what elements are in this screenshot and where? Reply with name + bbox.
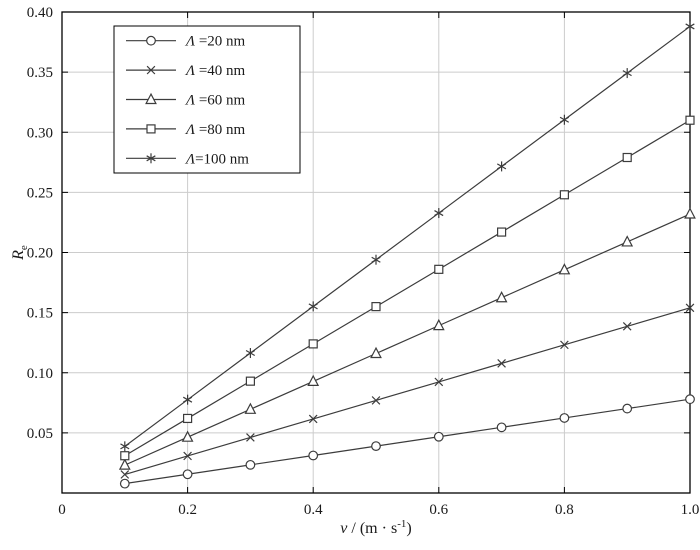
x-tick-label: 0.6	[429, 502, 448, 518]
marker-asterisk-icon	[308, 303, 318, 310]
marker-triangle-icon	[181, 430, 194, 442]
marker-square-icon	[685, 115, 695, 125]
y-tick-label: 0.25	[27, 185, 53, 201]
marker-x-icon	[622, 322, 632, 331]
tick-labels: 0 0.2 0.4 0.6 0.8 1.0 0.05 0.10 0.15 0.20 0.25 0.30…	[27, 5, 700, 518]
legend-label: Λ =80 nm	[184, 122, 246, 138]
legend-label: Λ=100 nm	[184, 151, 249, 167]
marker-asterisk-icon	[622, 70, 632, 77]
x-tick-label: 0.4	[304, 502, 323, 518]
axis-ticks	[61, 11, 691, 493]
marker-asterisk-icon	[559, 116, 570, 123]
marker-x-icon	[497, 359, 506, 368]
x-tick-label: 1.0	[681, 502, 700, 518]
marker-circle-icon	[496, 422, 507, 433]
marker-square-icon	[371, 302, 381, 312]
legend-entry: Λ=100 nm	[126, 151, 249, 167]
marker-x-icon	[685, 303, 695, 313]
marker-circle-icon	[371, 441, 381, 452]
legend-label: Λ =40 nm	[184, 63, 246, 79]
marker-square-icon	[559, 190, 570, 200]
y-tick-label: 0.40	[27, 5, 53, 21]
marker-triangle-icon	[432, 318, 445, 331]
legend-label: Λ =60 nm	[184, 93, 246, 109]
series-line	[124, 398, 691, 485]
marker-x-icon	[371, 396, 381, 405]
marker-triangle-icon	[307, 374, 320, 387]
marker-circle-icon	[685, 394, 695, 405]
legend-label: Λ =20 nm	[184, 34, 246, 50]
legend-entry: Λ =40 nm	[126, 63, 246, 79]
marker-circle-icon	[119, 478, 130, 489]
x-tick-label: 0.2	[178, 502, 197, 518]
marker-square-icon	[622, 152, 632, 163]
marker-square-icon	[434, 264, 444, 274]
legend-entry: Λ =80 nm	[126, 122, 246, 138]
marker-triangle-icon	[370, 346, 382, 359]
marker-asterisk-icon	[245, 350, 256, 357]
series-2	[120, 303, 695, 479]
series-5	[120, 21, 695, 452]
marker-asterisk-icon	[496, 163, 507, 170]
marker-x-icon	[246, 433, 255, 442]
marker-asterisk-icon	[434, 210, 444, 217]
legend-entry: Λ =60 nm	[126, 93, 246, 109]
y-tick-label: 0.10	[27, 366, 53, 382]
series-line	[124, 25, 691, 447]
marker-triangle-icon	[118, 458, 131, 470]
marker-triangle-icon	[558, 263, 571, 275]
marker-x-icon	[308, 414, 318, 424]
marker-circle-icon	[245, 459, 256, 470]
x-axis-label: v / (m · s-1)	[340, 518, 411, 537]
series-line	[124, 119, 691, 457]
marker-circle-icon	[559, 413, 570, 423]
marker-triangle-icon	[495, 291, 508, 303]
marker-x-icon	[183, 451, 192, 461]
x-tick-label: 0.8	[555, 502, 574, 518]
y-tick-label: 0.20	[27, 246, 53, 262]
series-3	[118, 207, 696, 470]
series-line	[124, 307, 691, 476]
marker-x-icon	[560, 340, 569, 350]
marker-asterisk-icon	[182, 396, 193, 403]
marker-triangle-icon	[621, 235, 634, 247]
marker-asterisk-icon	[685, 23, 695, 30]
marker-triangle-icon	[145, 92, 157, 105]
marker-circle-icon	[308, 450, 319, 461]
marker-square-icon	[120, 451, 130, 461]
marker-x-icon	[146, 65, 156, 75]
marker-asterisk-icon	[120, 443, 130, 450]
marker-circle-icon	[146, 35, 156, 46]
series-line	[124, 213, 691, 466]
y-tick-label: 0.15	[27, 306, 53, 322]
legend: Λ =20 nm Λ =40 nm Λ =60 nm Λ =80 nm Λ=100 nm	[113, 25, 301, 174]
marker-circle-icon	[622, 403, 633, 414]
marker-square-icon	[183, 413, 193, 424]
marker-x-icon	[120, 470, 130, 479]
y-tick-label: 0.35	[27, 65, 53, 81]
marker-x-icon	[434, 377, 444, 387]
y-tick-label: 0.30	[27, 125, 53, 141]
marker-square-icon	[497, 227, 507, 237]
marker-asterisk-icon	[146, 155, 156, 162]
marker-asterisk-icon	[371, 256, 381, 263]
y-axis-label: Re	[10, 245, 30, 261]
marker-triangle-icon	[684, 207, 696, 219]
marker-square-icon	[308, 339, 318, 349]
series-1	[119, 394, 695, 489]
x-tick-label: 0	[58, 502, 66, 518]
y-tick-label: 0.05	[27, 426, 53, 442]
marker-triangle-icon	[244, 402, 257, 414]
marker-circle-icon	[433, 431, 444, 442]
series-4	[120, 115, 695, 461]
marker-circle-icon	[182, 469, 193, 480]
marker-square-icon	[245, 376, 255, 386]
marker-square-icon	[146, 124, 156, 134]
legend-entry: Λ =20 nm	[126, 34, 246, 50]
